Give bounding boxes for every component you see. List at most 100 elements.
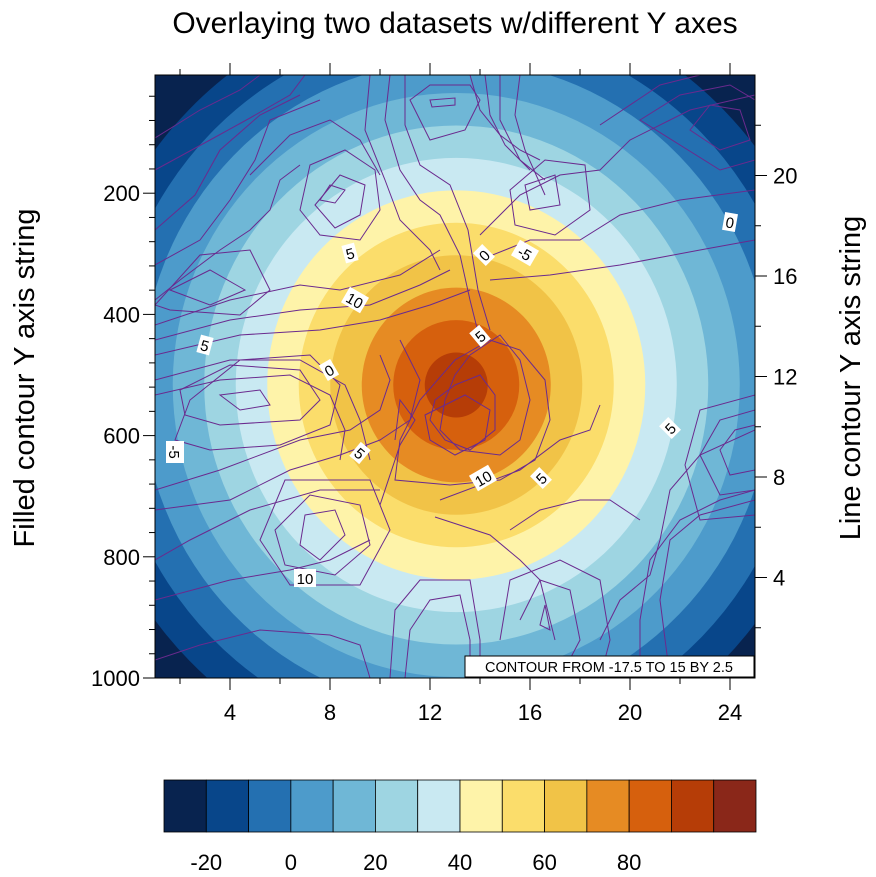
contour-line <box>524 174 561 211</box>
contour-line <box>379 398 416 506</box>
contour-line <box>179 364 321 426</box>
contour-label-bg <box>722 212 738 232</box>
x-tick-label: 12 <box>418 700 442 725</box>
y-left-tick-label: 600 <box>103 424 140 449</box>
contour-line <box>259 479 391 586</box>
contour-line <box>155 94 301 231</box>
contour-line <box>168 269 247 306</box>
colorbar: -20 0 20 40 60 80 <box>163 779 757 875</box>
colorbar-box <box>586 779 630 833</box>
contour-label-text: 0 <box>724 214 735 232</box>
colorbar-box <box>713 779 757 833</box>
contour-label-text: 10 <box>343 290 366 313</box>
colorbar-box <box>459 779 503 833</box>
contour-line <box>639 489 755 678</box>
contour-line <box>699 409 755 496</box>
contour-label: 5 <box>530 467 552 489</box>
colorbar-box <box>375 779 419 833</box>
y-axis-right-label: Line contour Y axis string <box>835 216 867 541</box>
contour-label: 5 <box>341 242 359 264</box>
contour-line <box>174 354 341 451</box>
contour-line <box>299 509 346 561</box>
contour-line <box>514 75 546 196</box>
line-contours <box>155 75 755 678</box>
contour-line <box>599 75 701 126</box>
contour-line <box>539 604 551 631</box>
colorbar-label: 20 <box>363 850 387 875</box>
contour-line <box>489 239 755 281</box>
contour-line <box>429 374 496 451</box>
colorbar-label: 80 <box>617 850 641 875</box>
colorbar-label: -20 <box>190 850 222 875</box>
contour-label-text: -5 <box>165 445 182 458</box>
contour-label: 10 <box>340 286 370 314</box>
y-left-tick-label: 1000 <box>91 666 140 691</box>
y-right-tick-label: 20 <box>773 164 797 189</box>
contour-line <box>155 629 371 678</box>
contour-line <box>509 159 591 236</box>
colorbar-box <box>544 779 588 833</box>
contour-label-bg <box>294 569 316 587</box>
contour-label: 10 <box>468 464 498 492</box>
x-tick-label: 20 <box>618 700 642 725</box>
contour-line <box>155 359 371 461</box>
contour-line <box>409 84 481 141</box>
contour-label: 5 <box>659 417 681 439</box>
contour-line <box>155 75 306 171</box>
contour-line <box>155 75 261 139</box>
contour-label-bg <box>659 417 681 439</box>
colorbar-box <box>163 779 207 833</box>
contour-label: -5 <box>165 441 184 463</box>
contour-label: 5 <box>349 441 371 465</box>
contour-label: 5 <box>196 334 214 356</box>
contour-line <box>404 594 471 678</box>
contour-label-bg <box>468 464 498 492</box>
contour-line <box>155 489 380 561</box>
contour-label-text: 10 <box>297 571 314 588</box>
filled-contours <box>155 75 755 678</box>
contour-line <box>484 75 531 171</box>
contour-line <box>155 249 271 316</box>
contour-line <box>499 75 546 181</box>
contour-line <box>249 119 381 176</box>
contour-line <box>299 149 381 241</box>
contour-line <box>434 516 556 641</box>
colorbar-label: 40 <box>448 850 472 875</box>
colorbar-box <box>332 779 376 833</box>
contour-line <box>218 389 271 411</box>
info-label-text: CONTOUR FROM -17.5 TO 15 BY 2.5 <box>485 660 733 676</box>
y-left-tick-label: 200 <box>103 181 140 206</box>
chart-title: Overlaying two datasets w/different Y ax… <box>172 7 737 40</box>
contour-line <box>155 249 441 326</box>
contour-line <box>429 97 456 108</box>
contour-line <box>499 559 611 678</box>
x-tick-label: 24 <box>718 700 742 725</box>
colorbar-label: 0 <box>285 850 297 875</box>
contour-line <box>384 75 481 341</box>
contour-label-bg <box>473 244 495 266</box>
contour-label-text: 10 <box>472 468 495 491</box>
colorbar-box <box>501 779 545 833</box>
contour-line <box>424 394 491 456</box>
contour-line <box>155 289 471 356</box>
y-right-tick-label: 4 <box>773 566 785 591</box>
contour-line <box>639 84 755 171</box>
contour-line <box>509 499 641 531</box>
x-tick-label: 4 <box>224 700 236 725</box>
x-tick-label: 8 <box>324 700 336 725</box>
contour-label-bg <box>166 441 184 463</box>
contour-line <box>404 75 491 331</box>
contour-label-bg <box>530 467 552 489</box>
contour-label: 10 <box>294 569 316 588</box>
contour-label: -5 <box>510 239 540 267</box>
colorbar-box <box>248 779 292 833</box>
info-label: CONTOUR FROM -17.5 TO 15 BY 2.5 <box>464 655 755 678</box>
contour-line <box>155 539 371 601</box>
colorbar-box <box>417 779 461 833</box>
contour-label-bg <box>341 242 359 264</box>
y-left-tick-label: 800 <box>103 545 140 570</box>
contour-label-bg <box>510 239 540 267</box>
contour-line <box>684 394 755 521</box>
